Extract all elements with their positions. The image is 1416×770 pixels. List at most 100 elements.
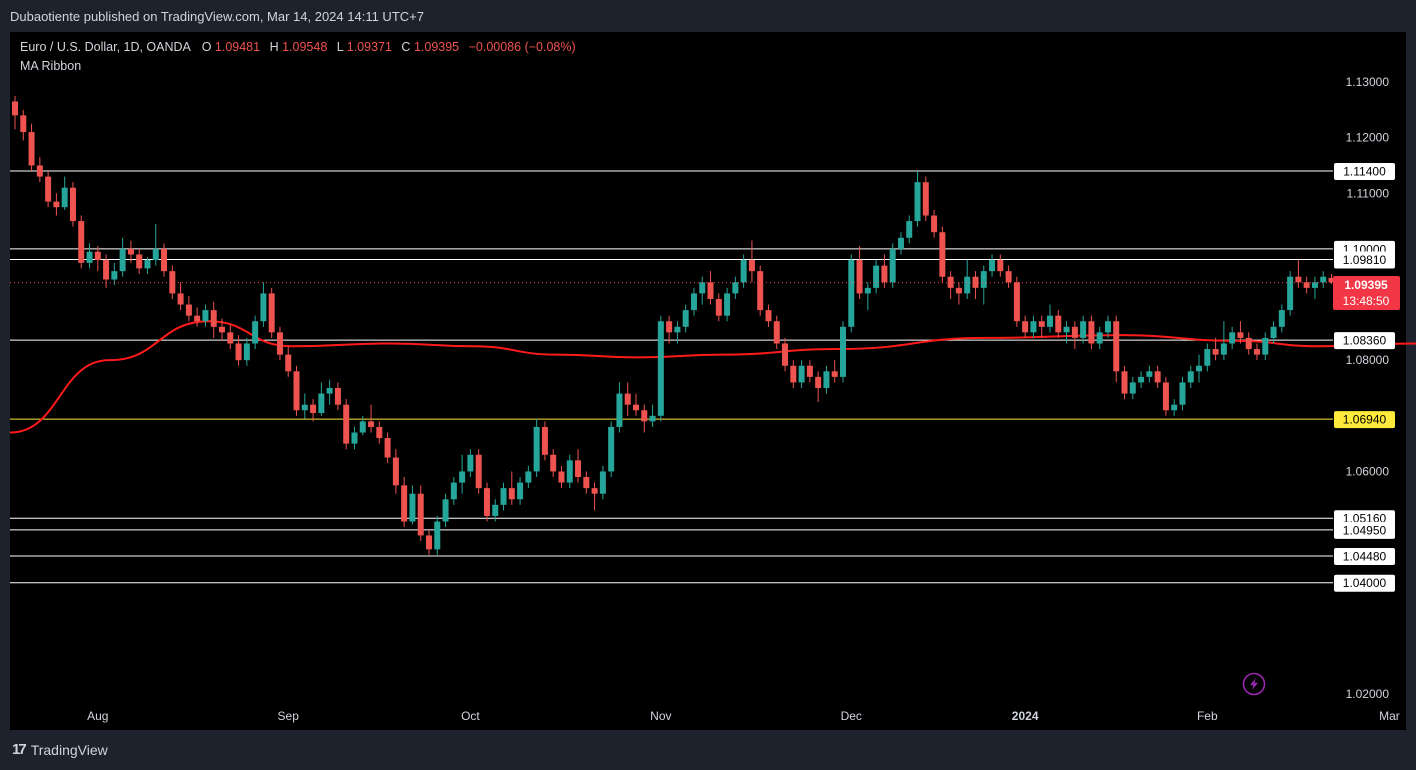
candle-body xyxy=(517,482,524,500)
candle-body xyxy=(873,265,880,288)
time-axis[interactable]: Aug Sep Oct Nov Dec 2024 Feb Mar xyxy=(87,709,1400,723)
candle-body xyxy=(972,276,979,288)
candle-6 xyxy=(61,176,68,210)
candle-body xyxy=(1080,321,1087,338)
candle-102 xyxy=(856,246,863,299)
candle-body xyxy=(1212,349,1219,355)
candle-152 xyxy=(1270,321,1277,344)
candle-body xyxy=(616,393,623,427)
price-badge-box xyxy=(1333,276,1400,310)
candle-25 xyxy=(219,318,225,341)
legend-low-value: 1.09371 xyxy=(347,40,392,54)
candle-body xyxy=(426,535,432,550)
candle-80 xyxy=(674,321,681,344)
candle-body xyxy=(268,293,275,333)
level-badge-text: 1.08360 xyxy=(1343,334,1387,348)
candle-157 xyxy=(1311,276,1318,299)
candles xyxy=(12,95,1335,555)
legend-change: −0.00086 (−0.08%) xyxy=(469,40,576,54)
candle-126 xyxy=(1055,310,1062,338)
candle-body xyxy=(500,488,507,505)
candle-133 xyxy=(1113,315,1120,383)
candle-19 xyxy=(169,265,176,299)
candle-52 xyxy=(442,493,449,528)
candle-body xyxy=(641,410,648,422)
candle-body xyxy=(103,260,110,280)
candle-44 xyxy=(376,421,383,444)
candle-122 xyxy=(1022,315,1029,338)
candle-17 xyxy=(152,223,159,266)
candle-151 xyxy=(1262,332,1269,361)
candle-128 xyxy=(1071,321,1078,350)
candle-body xyxy=(699,282,706,294)
candle-3 xyxy=(36,157,43,183)
candle-153 xyxy=(1278,304,1285,333)
candle-116 xyxy=(972,271,979,299)
candle-body xyxy=(575,460,582,478)
candle-84 xyxy=(707,271,714,305)
candle-body xyxy=(1055,315,1062,333)
candle-body xyxy=(1254,349,1260,355)
candle-72 xyxy=(608,421,615,478)
candle-body xyxy=(1278,310,1285,327)
candle-32 xyxy=(276,326,283,361)
candle-body xyxy=(202,310,209,322)
legend: Euro / U.S. Dollar, 1D, OANDA O 1.09481 … xyxy=(20,40,576,73)
candle-132 xyxy=(1104,315,1111,338)
price-chart[interactable]: 1.02000 1.04000 1.06000 1.08000 1.11000 1.120… xyxy=(0,32,1416,730)
candle-104 xyxy=(873,260,880,294)
candle-123 xyxy=(1030,315,1037,338)
candle-body xyxy=(1146,371,1153,377)
level-badge-text: 1.04000 xyxy=(1343,576,1387,590)
candle-13 xyxy=(119,237,126,277)
candle-body xyxy=(28,132,35,166)
candle-body xyxy=(1220,343,1227,355)
chart-panel[interactable]: 1.02000 1.04000 1.06000 1.08000 1.11000 1.120… xyxy=(0,32,1416,730)
candle-body xyxy=(185,304,192,316)
candle-110 xyxy=(922,176,929,222)
candle-body xyxy=(235,343,242,361)
candle-40 xyxy=(343,399,350,450)
candle-body xyxy=(1162,382,1169,411)
legend-low-label: L xyxy=(337,40,344,54)
time-tick-label: Mar xyxy=(1379,709,1400,723)
candle-body xyxy=(550,454,557,472)
candle-45 xyxy=(384,432,391,464)
candle-body xyxy=(94,251,101,261)
candle-body xyxy=(856,260,863,294)
candle-body xyxy=(782,343,789,366)
candle-49 xyxy=(417,485,424,541)
candle-18 xyxy=(161,243,168,277)
candle-body xyxy=(541,426,548,455)
candle-134 xyxy=(1121,365,1128,400)
level-badge-3: 1.08360 xyxy=(1334,332,1395,350)
candle-body xyxy=(252,321,259,344)
candle-81 xyxy=(682,304,689,333)
candle-28 xyxy=(243,337,250,366)
candle-body xyxy=(119,248,126,272)
candle-15 xyxy=(136,248,143,274)
candle-body xyxy=(210,310,217,327)
level-badge-box xyxy=(1334,251,1395,269)
candle-64 xyxy=(541,421,548,461)
candle-59 xyxy=(500,482,507,511)
candle-body xyxy=(823,371,830,388)
candle-118 xyxy=(989,254,996,277)
level-badge-box xyxy=(1334,332,1395,350)
candle-89 xyxy=(748,240,755,283)
lightning-icon[interactable] xyxy=(1242,672,1266,696)
candle-body xyxy=(1038,321,1045,327)
tradingview-brand-text: TradingView xyxy=(30,741,108,758)
candle-body xyxy=(1270,326,1277,338)
candle-148 xyxy=(1237,321,1244,344)
candle-body xyxy=(1311,282,1318,288)
candle-body xyxy=(12,101,18,116)
candle-2 xyxy=(28,123,35,172)
candle-23 xyxy=(202,304,209,327)
candle-body xyxy=(1204,349,1211,366)
candle-156 xyxy=(1303,276,1310,294)
price-tick-label: 1.13000 xyxy=(1346,75,1390,89)
tradingview-brand[interactable]: 17 TradingView xyxy=(12,741,108,758)
candle-body xyxy=(558,471,565,483)
candle-73 xyxy=(616,382,623,433)
